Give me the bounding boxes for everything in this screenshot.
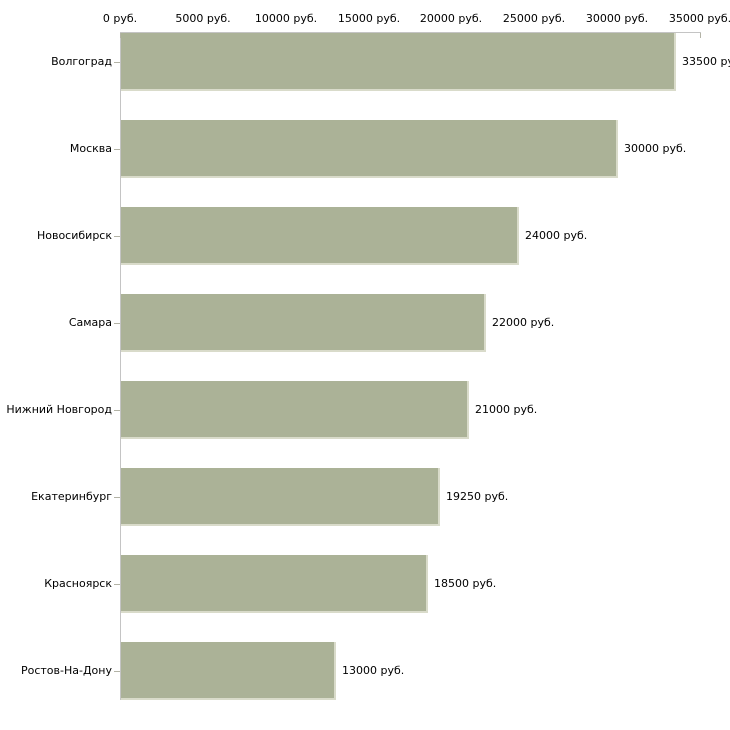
x-axis-line (120, 32, 701, 33)
value-label: 13000 руб. (342, 664, 405, 677)
x-tick-label: 35000 руб. (668, 12, 730, 25)
category-label: Новосибирск (36, 229, 112, 242)
y-tick-mark (114, 410, 120, 411)
bar (121, 207, 519, 265)
bar (121, 555, 428, 613)
category-label: Волгоград (51, 55, 112, 68)
y-axis-line (120, 32, 121, 700)
x-tick-label: 0 руб. (102, 12, 138, 25)
x-tick-label: 30000 руб. (585, 12, 649, 25)
bar (121, 33, 676, 91)
bar (121, 294, 486, 352)
value-label: 18500 руб. (434, 577, 497, 590)
x-tick-mark (120, 33, 121, 38)
bar (121, 468, 440, 526)
x-tick-label: 20000 руб. (419, 12, 483, 25)
x-tick-label: 25000 руб. (502, 12, 566, 25)
value-label: 22000 руб. (492, 316, 555, 329)
value-label: 21000 руб. (475, 403, 538, 416)
category-label: Нижний Новгород (6, 403, 112, 416)
x-tick-label: 10000 руб. (254, 12, 318, 25)
value-label: 30000 руб. (624, 142, 687, 155)
bar (121, 120, 618, 178)
y-tick-mark (114, 62, 120, 63)
y-tick-mark (114, 149, 120, 150)
bar (121, 381, 469, 439)
category-label: Екатеринбург (31, 490, 112, 503)
value-label: 19250 руб. (446, 490, 509, 503)
x-tick-mark (700, 33, 701, 38)
category-label: Москва (69, 142, 112, 155)
x-tick-label: 5000 руб. (175, 12, 231, 25)
y-tick-mark (114, 671, 120, 672)
value-label: 33500 руб. (682, 55, 730, 68)
category-label: Красноярск (44, 577, 112, 590)
x-tick-label: 15000 руб. (337, 12, 401, 25)
y-tick-mark (114, 584, 120, 585)
y-tick-mark (114, 497, 120, 498)
category-label: Самара (68, 316, 112, 329)
value-label: 24000 руб. (525, 229, 588, 242)
bar (121, 642, 336, 700)
y-tick-mark (114, 236, 120, 237)
category-label: Ростов-На-Дону (20, 664, 112, 677)
y-tick-mark (114, 323, 120, 324)
